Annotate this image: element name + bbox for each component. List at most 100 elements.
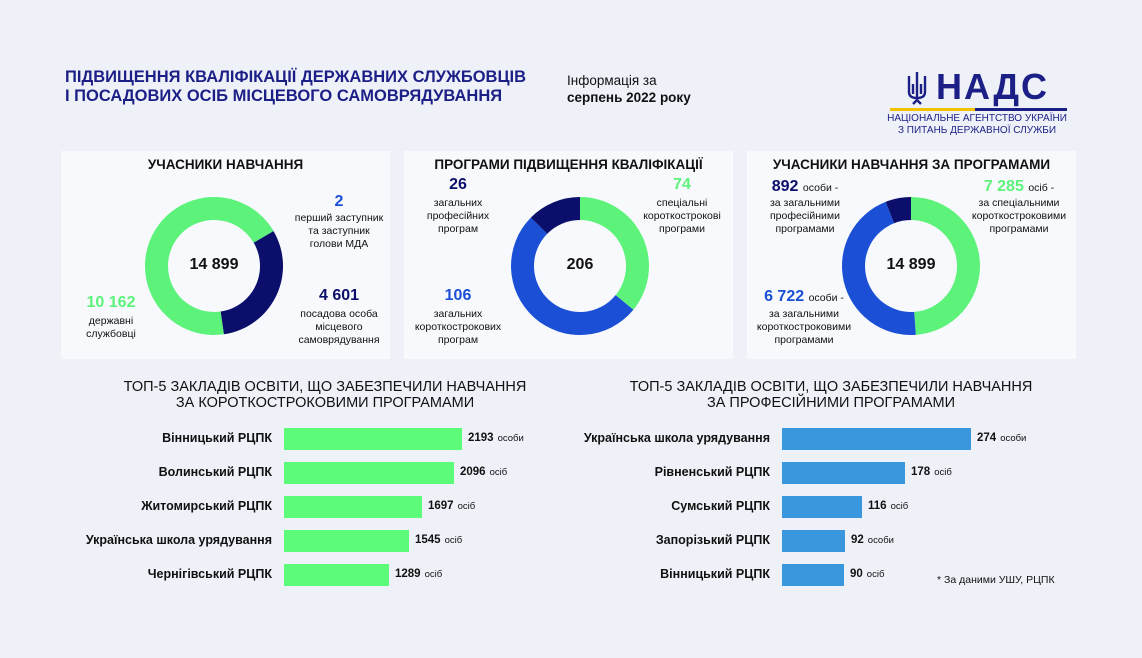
label-text-special: спеціальні короткострокові програми bbox=[632, 197, 732, 236]
bar-category-label: Українська школа урядування bbox=[583, 431, 770, 445]
donut-center-value: 206 bbox=[566, 256, 594, 273]
label-line: короткострокові bbox=[643, 210, 721, 222]
label-line: загальних bbox=[433, 308, 483, 320]
period-info: Інформація за серпень 2022 року bbox=[567, 72, 691, 106]
panel-title: УЧАСНИКИ НАВЧАННЯ ЗА ПРОГРАМАМИ bbox=[772, 157, 1051, 172]
label-line: програмами bbox=[774, 334, 834, 346]
bar-value-label: 92 особи bbox=[851, 534, 894, 546]
panel-programs: ПРОГРАМИ ПІДВИЩЕННЯ КВАЛІФІКАЦІЇ 206 26 … bbox=[404, 151, 733, 359]
label-line: та заступник bbox=[308, 225, 370, 237]
bar-unit: осіб bbox=[890, 501, 909, 512]
bar-value-label: 1545 осіб bbox=[415, 534, 462, 546]
label-text-civil: державні службовці bbox=[71, 315, 151, 341]
donut-slice bbox=[145, 197, 274, 335]
label-line: професійних bbox=[426, 210, 490, 222]
bar-value: 90 bbox=[850, 568, 863, 580]
bar-unit: особи bbox=[497, 433, 524, 444]
donut-slice bbox=[510, 217, 634, 335]
bar bbox=[782, 530, 845, 552]
panel-title: ПРОГРАМИ ПІДВИЩЕННЯ КВАЛІФІКАЦІЇ bbox=[434, 157, 703, 172]
label-line: програм bbox=[437, 334, 479, 346]
bar-value: 1697 bbox=[428, 500, 454, 512]
bar-value: 92 bbox=[851, 534, 864, 546]
bar-value: 1545 bbox=[415, 534, 441, 546]
label-value-special: 74 bbox=[673, 176, 691, 193]
bar-value-label: 90 осіб bbox=[850, 568, 884, 580]
panel-participants: УЧАСНИКИ НАВЧАННЯ 14 899 2 перший заступ… bbox=[61, 151, 390, 359]
label-line: державні bbox=[88, 315, 134, 327]
bar-category-label: Сумський РЦПК bbox=[671, 499, 770, 513]
label-suffix: особи - bbox=[802, 182, 839, 194]
label-line: службовці bbox=[86, 328, 136, 340]
bar-unit: осіб bbox=[489, 467, 508, 478]
label-special: 7 285 осіб - bbox=[962, 178, 1076, 196]
donut-slice bbox=[220, 231, 283, 335]
period-month: серпень bbox=[567, 90, 623, 105]
bar-category-label: Рівненський РЦПК bbox=[654, 465, 770, 479]
label-line: місцевого bbox=[315, 321, 363, 333]
label-value-local: 4 601 bbox=[318, 287, 360, 304]
bar-category-label: Волинський РЦПК bbox=[158, 465, 272, 479]
bar-unit: осіб bbox=[424, 569, 443, 580]
label-suffix: осіб - bbox=[1028, 182, 1055, 194]
label-text-prof: загальних професійних програм bbox=[408, 197, 508, 236]
label-line: голови МДА bbox=[309, 238, 369, 250]
panel-participants-by-program: УЧАСНИКИ НАВЧАННЯ ЗА ПРОГРАМАМИ 14 899 8… bbox=[747, 151, 1076, 359]
label-line: за спеціальними bbox=[978, 197, 1060, 209]
label-value-general: 6 722 bbox=[764, 288, 805, 305]
bar-value: 1289 bbox=[395, 568, 421, 580]
label-text-local: посадова особа місцевого самоврядування bbox=[279, 308, 399, 347]
bar-value-label: 1289 осіб bbox=[395, 568, 442, 580]
label-line: програм bbox=[437, 223, 479, 235]
donut-chart bbox=[510, 197, 649, 335]
bar-value-label: 2193 особи bbox=[468, 432, 524, 444]
title-line-2: І ПОСАДОВИХ ОСІБ МІСЦЕВОГО САМОВРЯДУВАНН… bbox=[65, 87, 503, 105]
bar-unit: особи bbox=[1000, 433, 1027, 444]
label-line: програмами bbox=[989, 223, 1049, 235]
bar bbox=[782, 462, 905, 484]
label-value-prof: 892 bbox=[771, 178, 799, 195]
label-line: програмами bbox=[775, 223, 835, 235]
logo-stripe-blue bbox=[975, 108, 1067, 111]
donut-center-value: 14 899 bbox=[886, 256, 936, 273]
donut-chart bbox=[842, 197, 980, 335]
donut-slice bbox=[580, 197, 649, 310]
bar bbox=[782, 564, 844, 586]
period-line-1: Інформація за bbox=[567, 73, 657, 88]
label-line: за загальними bbox=[769, 197, 840, 209]
donut-slice bbox=[885, 197, 911, 224]
panel-title: УЧАСНИКИ НАВЧАННЯ bbox=[147, 157, 304, 172]
bar-category-label: Запорізький РЦПК bbox=[655, 533, 770, 547]
label-line: спеціальні bbox=[656, 197, 708, 209]
bar-value: 2096 bbox=[460, 466, 486, 478]
bar-category-label: Житомирський РЦПК bbox=[141, 499, 272, 513]
bar-value-label: 274 особи bbox=[977, 432, 1026, 444]
label-text-special: за спеціальними короткостроковими програ… bbox=[962, 197, 1076, 236]
page-title: ПІДВИЩЕННЯ КВАЛІФІКАЦІЇ ДЕРЖАВНИХ СЛУЖБО… bbox=[65, 68, 545, 106]
logo-name: НАДС bbox=[936, 66, 1049, 107]
donut-slice bbox=[530, 197, 580, 234]
label-value-deputy: 2 bbox=[334, 193, 344, 210]
section-title-line-2: ЗА ПРОФЕСІЙНИМИ ПРОГРАМАМИ bbox=[706, 395, 956, 411]
donut-center-value: 14 899 bbox=[189, 256, 239, 273]
label-suffix: особи - bbox=[808, 292, 844, 304]
label-line: програми bbox=[659, 223, 705, 235]
title-line-1: ПІДВИЩЕННЯ КВАЛІФІКАЦІЇ ДЕРЖАВНИХ СЛУЖБО… bbox=[65, 68, 527, 86]
label-line: перший заступник bbox=[294, 212, 384, 224]
bar bbox=[782, 428, 971, 450]
label-line: короткостроковими bbox=[971, 210, 1067, 222]
bar-value: 116 bbox=[868, 500, 887, 512]
bar bbox=[284, 462, 454, 484]
trident-icon bbox=[907, 72, 927, 105]
donut-chart bbox=[145, 197, 283, 335]
bar bbox=[284, 428, 462, 450]
label-general: 6 722 особи - bbox=[747, 288, 861, 306]
logo-subtitle-line-1: НАЦІОНАЛЬНЕ АГЕНТСТВО УКРАЇНИ bbox=[887, 113, 1067, 124]
period-line-2: серпень 2022 року bbox=[567, 89, 691, 106]
logo-subtitle: НАЦІОНАЛЬНЕ АГЕНТСТВО УКРАЇНИ З ПИТАНЬ Д… bbox=[884, 113, 1070, 136]
label-value-prof: 26 bbox=[449, 176, 467, 193]
logo bbox=[904, 70, 930, 106]
label-line: професійними bbox=[769, 210, 841, 222]
bar-unit: осіб bbox=[457, 501, 476, 512]
label-line: посадова особа bbox=[300, 308, 378, 320]
